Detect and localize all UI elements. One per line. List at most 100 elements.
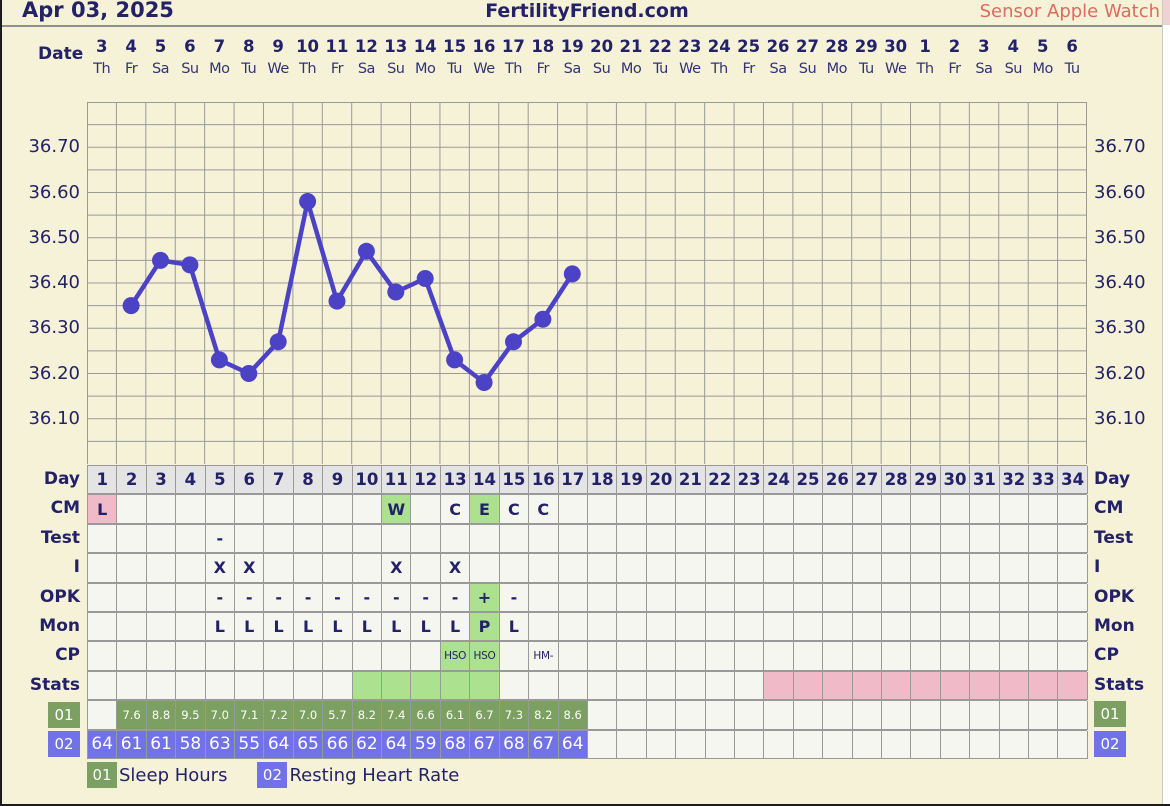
day-cell[interactable]: 8 [293,466,324,495]
opk-cell[interactable] [176,583,206,612]
hr-cell[interactable] [587,730,618,759]
sleep-cell[interactable]: 6.6 [411,701,441,730]
cp-cell[interactable] [676,642,706,671]
stats-cell[interactable] [617,671,647,701]
day-cell[interactable]: 30 [940,466,971,495]
cm-cell[interactable] [1029,495,1059,524]
temp-point[interactable] [299,193,317,210]
sleep-cell[interactable] [705,701,735,730]
mon-cell[interactable] [587,612,618,642]
cm-cell[interactable] [823,495,853,524]
day-cell[interactable]: 3 [146,466,177,495]
stats-cell[interactable] [705,671,735,701]
stats-cell[interactable] [734,671,765,701]
opk-cell[interactable] [881,583,912,612]
sleep-cell[interactable]: 5.7 [323,701,353,730]
mon-cell[interactable] [793,612,824,642]
i-cell[interactable] [970,554,1000,583]
test-cell[interactable] [264,524,294,554]
hr-cell[interactable]: 64 [382,730,412,759]
cp-cell[interactable] [617,642,647,671]
opk-cell[interactable] [117,583,147,612]
i-cell[interactable] [940,554,971,583]
mon-cell[interactable]: L [352,612,383,642]
stats-cell[interactable] [382,671,412,701]
cm-cell[interactable] [264,495,294,524]
cp-cell[interactable] [264,642,294,671]
temp-point[interactable] [210,351,228,369]
temp-point[interactable] [328,292,346,310]
cm-cell[interactable] [558,495,588,524]
mon-cell[interactable] [940,612,971,642]
opk-cell[interactable]: - [323,583,353,612]
opk-cell[interactable] [911,583,941,612]
hr-cell[interactable]: 68 [499,730,530,759]
sleep-cell[interactable] [940,701,971,730]
mon-cell[interactable]: L [293,612,324,642]
hr-cell[interactable] [970,730,1000,759]
day-cell[interactable]: 18 [587,466,618,495]
stats-cell[interactable] [440,671,471,701]
mon-cell[interactable] [970,612,1000,642]
test-cell[interactable] [823,524,853,554]
sleep-cell[interactable]: 6.7 [470,701,500,730]
sleep-cell[interactable]: 7.6 [117,701,147,730]
opk-cell[interactable] [793,583,824,612]
cm-cell[interactable] [146,495,177,524]
test-cell[interactable] [852,524,882,554]
stats-cell[interactable] [352,671,383,701]
stats-cell[interactable] [1058,671,1088,701]
stats-cell[interactable] [499,671,530,701]
cp-cell[interactable] [970,642,1000,671]
hr-cell[interactable]: 66 [323,730,353,759]
hr-cell[interactable] [1058,730,1088,759]
i-cell[interactable] [352,554,383,583]
test-cell[interactable] [117,524,147,554]
hr-cell[interactable] [676,730,706,759]
opk-cell[interactable] [970,583,1000,612]
cm-cell[interactable] [676,495,706,524]
opk-cell[interactable] [734,583,765,612]
cm-cell[interactable] [764,495,794,524]
i-cell[interactable] [117,554,147,583]
day-cell[interactable]: 11 [382,466,412,495]
cp-cell[interactable] [235,642,265,671]
test-cell[interactable] [587,524,618,554]
sleep-cell[interactable] [1029,701,1059,730]
i-cell[interactable] [999,554,1029,583]
day-cell[interactable]: 34 [1058,466,1088,495]
day-cell[interactable]: 22 [705,466,735,495]
cm-cell[interactable] [999,495,1029,524]
cm-cell[interactable] [293,495,324,524]
stats-cell[interactable] [264,671,294,701]
cp-cell[interactable] [823,642,853,671]
cm-cell[interactable]: C [529,495,559,524]
cm-cell[interactable] [852,495,882,524]
cp-cell[interactable] [499,642,530,671]
sleep-cell[interactable]: 7.1 [235,701,265,730]
sleep-cell[interactable]: 7.0 [293,701,324,730]
day-cell[interactable]: 23 [734,466,765,495]
i-cell[interactable] [705,554,735,583]
i-cell[interactable] [499,554,530,583]
sleep-cell[interactable] [1058,701,1088,730]
i-cell[interactable] [1029,554,1059,583]
i-cell[interactable] [646,554,677,583]
mon-cell[interactable] [852,612,882,642]
hr-cell[interactable] [999,730,1029,759]
hr-cell[interactable] [734,730,765,759]
opk-cell[interactable]: + [470,583,500,612]
day-cell[interactable]: 1 [88,466,118,495]
cp-cell[interactable] [881,642,912,671]
cp-cell[interactable] [411,642,441,671]
stats-cell[interactable] [205,671,236,701]
cp-cell[interactable] [382,642,412,671]
opk-cell[interactable] [88,583,118,612]
day-cell[interactable]: 15 [499,466,530,495]
i-cell[interactable] [734,554,765,583]
hr-cell[interactable]: 59 [411,730,441,759]
opk-cell[interactable] [676,583,706,612]
day-cell[interactable]: 9 [323,466,353,495]
stats-cell[interactable] [117,671,147,701]
mon-cell[interactable] [881,612,912,642]
